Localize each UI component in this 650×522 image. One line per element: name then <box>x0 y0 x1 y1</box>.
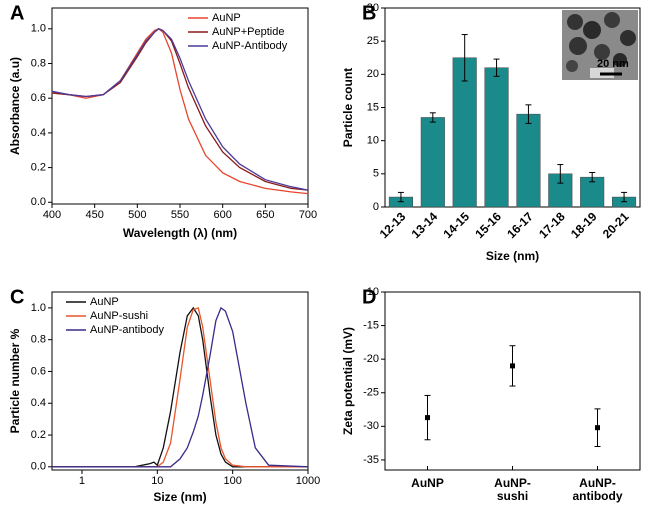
legend-label: AuNP+Peptide <box>212 26 284 38</box>
x-tick-label: sushi <box>497 489 528 503</box>
y-tick-label: 0.8 <box>31 334 46 346</box>
scale-bar-label: 20 nm <box>597 58 629 70</box>
point <box>595 425 600 431</box>
x-tick-label: 17-18 <box>536 209 568 241</box>
error-bar <box>429 112 436 123</box>
error-bar <box>557 164 564 184</box>
panel-label: A <box>10 2 24 24</box>
x-axis-title: Wavelength (λ) (nm) <box>123 226 237 240</box>
y-tick-label: -30 <box>363 420 379 432</box>
y-tick-label: 0.6 <box>31 365 46 377</box>
y-tick-label: 0 <box>373 201 379 213</box>
y-tick-label: -25 <box>363 387 379 399</box>
x-tick-label: 14-15 <box>440 209 472 241</box>
legend-label: AuNP-antibody <box>90 324 164 336</box>
bar <box>516 113 541 208</box>
panel-label: C <box>10 286 24 308</box>
x-tick-label: 700 <box>299 209 317 221</box>
y-axis-title: Absorbance (a.u) <box>8 57 22 155</box>
x-tick-label: antibody <box>573 489 623 503</box>
x-tick-label: AuNP- <box>494 476 531 490</box>
y-tick-label: 1.0 <box>31 23 46 35</box>
x-tick-label: 13-14 <box>409 209 441 241</box>
x-tick-label: 15-16 <box>472 209 504 241</box>
y-tick-label: -15 <box>363 319 379 331</box>
x-tick-label: 100 <box>223 475 241 487</box>
x-tick-label: 12-13 <box>377 209 409 241</box>
x-tick-label: 18-19 <box>568 209 600 241</box>
panel-label: D <box>362 286 376 308</box>
y-tick-label: 30 <box>367 2 379 14</box>
error-bar <box>493 58 500 77</box>
y-tick-label: 0.0 <box>31 461 46 473</box>
y-axis-title: Particle count <box>341 68 355 147</box>
x-tick-label: 16-17 <box>504 209 536 241</box>
x-tick-label: 500 <box>128 209 146 221</box>
y-tick-label: -20 <box>363 353 379 365</box>
x-axis-title: Size (nm) <box>153 490 206 504</box>
point <box>425 415 430 421</box>
y-tick-label: 10 <box>367 135 379 147</box>
y-tick-label: 0.4 <box>31 127 46 139</box>
y-tick-label: 20 <box>367 68 379 80</box>
line-series <box>51 28 309 195</box>
bar <box>420 117 445 208</box>
y-tick-label: 1.0 <box>31 302 46 314</box>
error-bar <box>621 191 628 203</box>
y-tick-label: -10 <box>363 286 379 298</box>
x-tick-label: 20-21 <box>600 209 632 241</box>
line-series <box>52 306 308 468</box>
x-tick-label: 450 <box>85 209 103 221</box>
y-tick-label: 25 <box>367 35 379 47</box>
legend-label: AuNP <box>212 12 241 24</box>
x-tick-label: 600 <box>213 209 231 221</box>
error-bar <box>461 34 468 82</box>
y-tick-label: 0.2 <box>31 161 46 173</box>
x-tick-label: AuNP- <box>579 476 616 490</box>
point <box>510 363 515 369</box>
x-tick-label: 10 <box>151 475 163 487</box>
y-tick-label: 0.0 <box>31 196 46 208</box>
legend-label: AuNP <box>90 296 119 308</box>
x-tick-label: 1000 <box>296 475 320 487</box>
plot-frame <box>51 291 309 471</box>
y-tick-label: 0.4 <box>31 397 46 409</box>
error-bar <box>397 191 404 203</box>
panel-label: B <box>362 2 376 24</box>
y-axis-title: Zeta potential (mV) <box>341 327 355 435</box>
y-tick-label: 0.8 <box>31 57 46 69</box>
y-tick-label: 15 <box>367 101 379 113</box>
bar <box>484 67 509 208</box>
legend-label: AuNP-Antibody <box>212 40 288 52</box>
y-tick-label: -35 <box>363 454 379 466</box>
x-tick-label: 1 <box>79 475 85 487</box>
y-tick-label: 0.6 <box>31 92 46 104</box>
x-tick-label: 400 <box>43 209 61 221</box>
error-bar <box>589 172 596 183</box>
y-axis-title: Particle number % <box>8 328 22 433</box>
x-tick-label: AuNP <box>411 476 444 490</box>
legend-label: AuNP-sushi <box>90 310 148 322</box>
y-tick-label: 5 <box>373 168 379 180</box>
y-tick-label: 0.2 <box>31 429 46 441</box>
line-series <box>51 28 309 191</box>
x-tick-label: 650 <box>256 209 274 221</box>
line-series <box>52 306 309 468</box>
x-axis-title: Size (nm) <box>486 249 539 263</box>
tem-inset: 20 nm <box>562 10 638 80</box>
line-series <box>51 28 309 191</box>
x-tick-label: 550 <box>171 209 189 221</box>
error-bar <box>525 104 532 124</box>
